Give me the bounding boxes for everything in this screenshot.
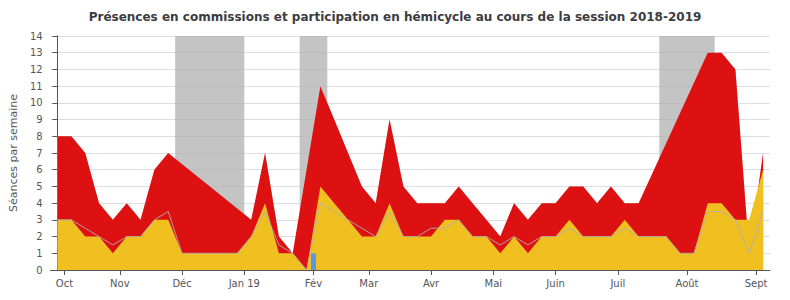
svg-text:Sept: Sept (745, 278, 768, 289)
svg-text:1: 1 (36, 248, 42, 259)
svg-text:13: 13 (30, 47, 43, 58)
svg-text:4: 4 (36, 198, 42, 209)
svg-text:Jan 19: Jan 19 (228, 278, 260, 289)
svg-text:Juin: Juin (545, 278, 564, 289)
svg-text:Présences en commissions et pa: Présences en commissions et participatio… (89, 10, 702, 24)
svg-text:2: 2 (36, 231, 42, 242)
svg-text:Fév: Fév (305, 278, 322, 289)
svg-text:14: 14 (30, 31, 43, 42)
svg-text:Août: Août (675, 278, 698, 289)
svg-text:Séances par semaine: Séances par semaine (7, 94, 20, 212)
svg-text:9: 9 (36, 114, 42, 125)
svg-text:11: 11 (30, 81, 43, 92)
svg-text:10: 10 (30, 97, 43, 108)
svg-text:Nov: Nov (110, 278, 130, 289)
svg-text:Avr: Avr (423, 278, 440, 289)
svg-text:8: 8 (36, 131, 42, 142)
svg-text:5: 5 (36, 181, 42, 192)
svg-text:0: 0 (36, 265, 42, 276)
svg-text:12: 12 (30, 64, 43, 75)
svg-text:6: 6 (36, 164, 42, 175)
svg-text:7: 7 (36, 148, 42, 159)
svg-text:3: 3 (36, 214, 42, 225)
svg-text:Déc: Déc (172, 278, 191, 289)
svg-text:Oct: Oct (56, 278, 73, 289)
svg-text:Mar: Mar (359, 278, 379, 289)
svg-text:Mai: Mai (485, 278, 503, 289)
svg-text:Juil: Juil (609, 278, 625, 289)
